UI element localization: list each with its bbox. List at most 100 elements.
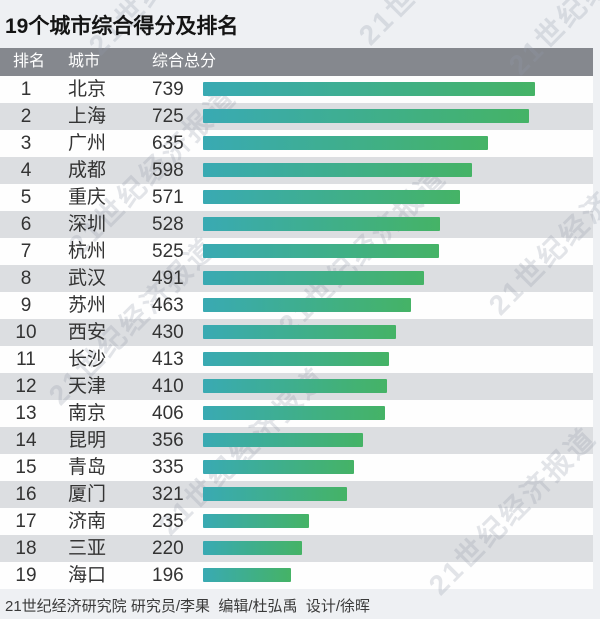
city-cell: 长沙 [68, 349, 107, 370]
score-bar [203, 244, 439, 258]
table-row: 15 青岛 335 [0, 454, 593, 481]
score-cell: 235 [152, 511, 184, 532]
city-cell: 济南 [68, 511, 107, 532]
score-bar [203, 514, 309, 528]
rank-cell: 6 [20, 214, 32, 235]
score-bar [203, 82, 535, 96]
table-row: 17 济南 235 [0, 508, 593, 535]
score-cell: 335 [152, 457, 184, 478]
score-cell: 463 [152, 295, 184, 316]
header-rank: 排名 [13, 53, 46, 70]
table-row: 1 北京 739 [0, 76, 593, 103]
city-cell: 苏州 [68, 295, 107, 316]
credits-line: 21世纪经济研究院 研究员/李果 编辑/杜弘禹 设计/徐晖 [5, 598, 371, 615]
city-score-table: 排名 城市 综合总分 1 北京 739 2 上海 725 3 广州 635 4 成都 598 5 重庆 57… [0, 48, 593, 589]
rank-cell: 17 [15, 511, 37, 532]
table-header: 排名 城市 综合总分 [0, 48, 593, 76]
city-cell: 杭州 [68, 241, 107, 262]
table-row: 5 重庆 571 [0, 184, 593, 211]
city-cell: 重庆 [68, 187, 107, 208]
score-bar [203, 487, 347, 501]
score-cell: 410 [152, 376, 184, 397]
table-row: 13 南京 406 [0, 400, 593, 427]
rank-cell: 9 [20, 295, 32, 316]
score-bar [203, 433, 363, 447]
table-row: 16 厦门 321 [0, 481, 593, 508]
table-body: 1 北京 739 2 上海 725 3 广州 635 4 成都 598 5 重庆 571 6 深圳 528 7 杭州 5… [0, 76, 593, 589]
score-bar [203, 271, 424, 285]
city-cell: 南京 [68, 403, 107, 424]
city-cell: 武汉 [68, 268, 107, 289]
city-cell: 上海 [68, 106, 107, 127]
city-cell: 昆明 [68, 430, 107, 451]
rank-cell: 14 [15, 430, 37, 451]
score-bar [203, 136, 488, 150]
table-row: 9 苏州 463 [0, 292, 593, 319]
table-row: 3 广州 635 [0, 130, 593, 157]
table-row: 6 深圳 528 [0, 211, 593, 238]
rank-cell: 12 [15, 376, 37, 397]
score-bar [203, 568, 291, 582]
rank-cell: 11 [16, 349, 36, 370]
score-cell: 220 [152, 538, 184, 559]
city-cell: 深圳 [68, 214, 107, 235]
score-cell: 321 [152, 484, 184, 505]
rank-cell: 16 [15, 484, 37, 505]
table-row: 18 三亚 220 [0, 535, 593, 562]
score-bar [203, 298, 411, 312]
city-cell: 天津 [68, 376, 107, 397]
rank-cell: 8 [20, 268, 32, 289]
table-row: 2 上海 725 [0, 103, 593, 130]
score-cell: 528 [152, 214, 184, 235]
city-cell: 三亚 [68, 538, 107, 559]
table-row: 8 武汉 491 [0, 265, 593, 292]
table-row: 14 昆明 356 [0, 427, 593, 454]
rank-cell: 2 [20, 106, 32, 127]
score-cell: 406 [152, 403, 184, 424]
rank-cell: 15 [15, 457, 37, 478]
rank-cell: 18 [15, 538, 37, 559]
table-row: 19 海口 196 [0, 562, 593, 589]
score-cell: 725 [152, 106, 184, 127]
score-cell: 598 [152, 160, 184, 181]
score-bar [203, 541, 302, 555]
score-cell: 491 [152, 268, 184, 289]
rank-cell: 4 [20, 160, 32, 181]
rank-cell: 5 [20, 187, 32, 208]
score-bar [203, 109, 529, 123]
header-score: 综合总分 [152, 53, 217, 70]
city-cell: 广州 [68, 133, 107, 154]
score-cell: 635 [152, 133, 184, 154]
table-row: 4 成都 598 [0, 157, 593, 184]
score-bar [203, 163, 472, 177]
city-cell: 成都 [68, 160, 107, 181]
page-title: 19个城市综合得分及排名 [5, 15, 239, 38]
rank-cell: 7 [20, 241, 32, 262]
score-cell: 571 [152, 187, 184, 208]
score-bar [203, 460, 354, 474]
rank-cell: 3 [20, 133, 32, 154]
table-row: 11 长沙 413 [0, 346, 593, 373]
watermark-text: 21世纪经济报道 [349, 0, 535, 53]
city-cell: 西安 [68, 322, 107, 343]
score-bar [203, 217, 440, 231]
score-bar [203, 406, 385, 420]
table-row: 10 西安 430 [0, 319, 593, 346]
table-row: 12 天津 410 [0, 373, 593, 400]
city-cell: 厦门 [68, 484, 107, 505]
rank-cell: 1 [20, 79, 32, 100]
score-bar [203, 379, 387, 393]
score-bar [203, 352, 389, 366]
score-bar [203, 190, 460, 204]
score-cell: 413 [152, 349, 184, 370]
table-row: 7 杭州 525 [0, 238, 593, 265]
rank-cell: 13 [15, 403, 37, 424]
city-cell: 海口 [68, 565, 107, 586]
score-cell: 739 [152, 79, 184, 100]
city-cell: 北京 [68, 79, 107, 100]
header-city: 城市 [68, 53, 101, 70]
score-cell: 430 [152, 322, 184, 343]
score-cell: 356 [152, 430, 184, 451]
score-cell: 196 [152, 565, 184, 586]
